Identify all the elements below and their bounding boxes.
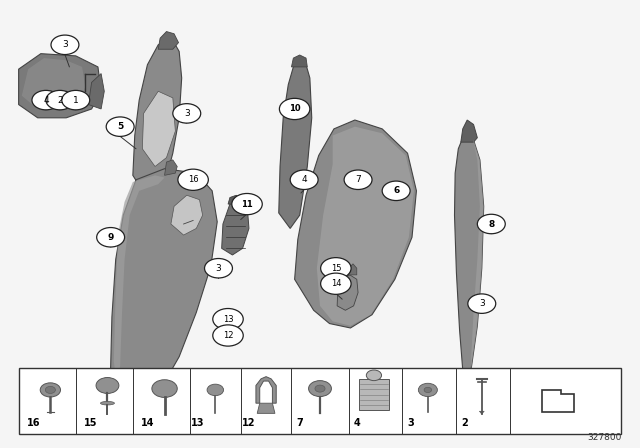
Polygon shape [479, 411, 484, 414]
Polygon shape [133, 40, 182, 193]
Text: 2: 2 [461, 418, 468, 428]
Text: 11: 11 [241, 200, 253, 209]
Polygon shape [22, 58, 85, 109]
Text: 327800: 327800 [587, 433, 621, 442]
Text: 12: 12 [242, 418, 256, 428]
Polygon shape [347, 264, 356, 275]
Circle shape [477, 214, 505, 234]
Circle shape [178, 169, 209, 190]
Text: 4: 4 [301, 175, 307, 184]
Text: 3: 3 [479, 299, 484, 308]
Circle shape [419, 383, 437, 396]
Text: 15: 15 [84, 418, 97, 428]
Circle shape [62, 90, 90, 110]
Text: 12: 12 [223, 331, 233, 340]
Circle shape [32, 90, 60, 110]
Polygon shape [257, 403, 275, 414]
Text: 16: 16 [188, 175, 198, 184]
Circle shape [468, 294, 496, 313]
Text: 4: 4 [353, 418, 360, 428]
Polygon shape [542, 390, 574, 412]
Polygon shape [88, 73, 104, 109]
Circle shape [207, 384, 223, 396]
Circle shape [232, 194, 262, 215]
Polygon shape [337, 275, 358, 310]
Text: 10: 10 [289, 104, 300, 113]
Text: 8: 8 [488, 220, 495, 228]
Ellipse shape [100, 401, 115, 405]
Polygon shape [256, 377, 276, 403]
Polygon shape [471, 140, 484, 370]
Circle shape [315, 385, 325, 392]
Circle shape [212, 325, 243, 346]
Circle shape [344, 170, 372, 190]
FancyBboxPatch shape [19, 368, 621, 434]
Polygon shape [221, 200, 249, 255]
Circle shape [321, 273, 351, 294]
Text: 13: 13 [223, 314, 234, 323]
Circle shape [321, 258, 351, 279]
Polygon shape [164, 160, 177, 175]
Circle shape [45, 386, 56, 393]
Text: 2: 2 [57, 95, 63, 105]
Text: 3: 3 [407, 418, 414, 428]
Circle shape [424, 387, 431, 392]
Text: 14: 14 [331, 279, 341, 288]
Polygon shape [142, 91, 175, 167]
Polygon shape [279, 60, 312, 228]
Text: 5: 5 [117, 122, 124, 131]
Polygon shape [171, 195, 203, 235]
Text: 7: 7 [355, 175, 361, 184]
Circle shape [205, 258, 232, 278]
Circle shape [173, 103, 201, 123]
Circle shape [290, 170, 318, 190]
Polygon shape [317, 127, 414, 326]
Polygon shape [291, 55, 307, 67]
Circle shape [212, 309, 243, 330]
Circle shape [40, 383, 61, 397]
Circle shape [366, 370, 381, 381]
Text: 14: 14 [141, 418, 154, 428]
Circle shape [308, 381, 332, 396]
Text: 13: 13 [191, 418, 205, 428]
Text: 16: 16 [26, 418, 40, 428]
Circle shape [106, 117, 134, 136]
Text: 4: 4 [43, 95, 49, 105]
FancyBboxPatch shape [358, 379, 389, 410]
Text: 6: 6 [393, 186, 399, 195]
Polygon shape [228, 195, 243, 204]
Circle shape [97, 228, 125, 247]
Circle shape [46, 90, 74, 110]
Circle shape [152, 380, 177, 397]
Circle shape [96, 378, 119, 393]
Text: 15: 15 [331, 264, 341, 273]
Circle shape [382, 181, 410, 201]
Polygon shape [19, 54, 101, 118]
Text: 9: 9 [108, 233, 114, 242]
Circle shape [51, 35, 79, 55]
Text: 7: 7 [296, 418, 303, 428]
Text: 3: 3 [216, 264, 221, 273]
Text: 3: 3 [184, 109, 189, 118]
Polygon shape [461, 120, 477, 142]
Polygon shape [454, 134, 484, 370]
Text: 3: 3 [62, 40, 68, 49]
Circle shape [280, 99, 310, 120]
Text: 1: 1 [73, 95, 79, 105]
Polygon shape [114, 175, 164, 388]
Polygon shape [294, 120, 417, 328]
Polygon shape [158, 31, 179, 49]
Polygon shape [111, 169, 217, 401]
